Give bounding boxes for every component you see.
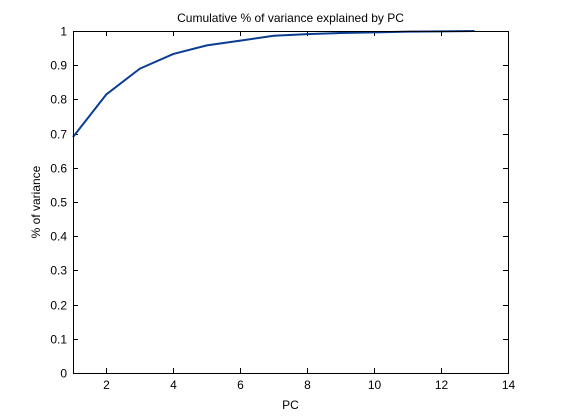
x-tick-label: 2 (103, 378, 110, 392)
y-tick-label: 0.4 (50, 230, 67, 244)
y-axis-label: % of variance (29, 165, 43, 238)
x-tick-label: 14 (502, 378, 516, 392)
y-tick-label: 0.9 (50, 59, 67, 73)
y-tick-label: 0.3 (50, 264, 67, 278)
chart-title: Cumulative % of variance explained by PC (177, 11, 404, 25)
tick-labels-layer: 2 4 6 8 10 12 14 0 0.1 0.2 0.3 0.4 0.5 0.6 0.7 0.8 0.9 1 (50, 25, 515, 393)
x-axis-label: PC (282, 398, 299, 412)
x-tick-label: 12 (435, 378, 449, 392)
y-tick-label: 0 (60, 367, 67, 381)
y-tick-label: 1 (60, 25, 67, 39)
x-tick-label: 10 (368, 378, 382, 392)
y-tick-label: 0.5 (50, 196, 67, 210)
y-tick-label: 0.6 (50, 162, 67, 176)
x-tick-label: 4 (170, 378, 177, 392)
plot-area (73, 31, 508, 373)
y-tick-label: 0.1 (50, 333, 67, 347)
x-tick-label: 8 (304, 378, 311, 392)
y-tick-label: 0.7 (50, 128, 67, 142)
y-tick-label: 0.2 (50, 299, 67, 313)
x-tick-label: 6 (237, 378, 244, 392)
y-tick-label: 0.8 (50, 93, 67, 107)
axes-box (73, 31, 509, 374)
